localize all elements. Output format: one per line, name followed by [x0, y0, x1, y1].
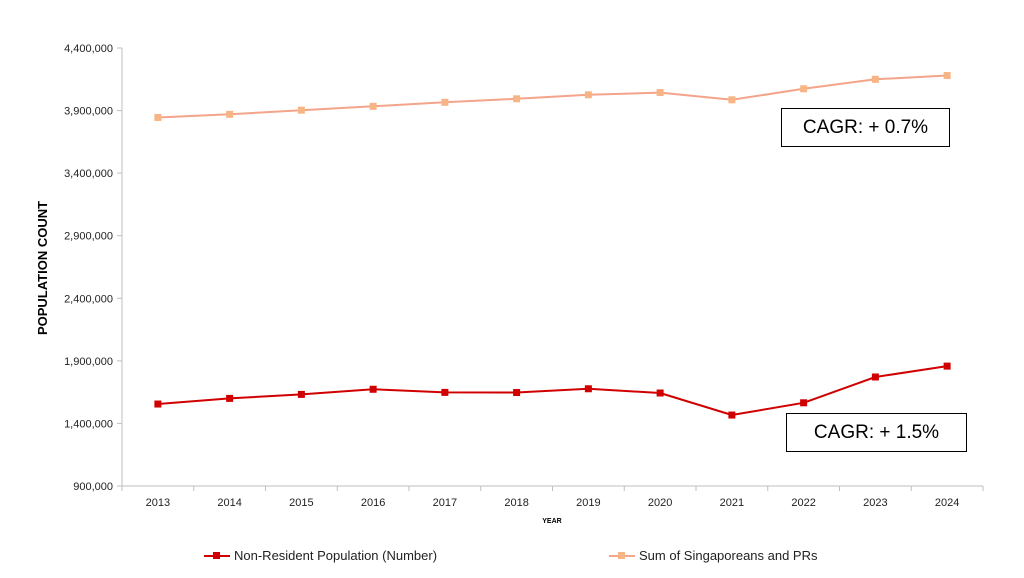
y-tick-label: 3,400,000 [64, 168, 113, 180]
x-tick-label: 2020 [648, 497, 672, 509]
cagr-annotation-lower: CAGR: + 1.5% [786, 413, 967, 452]
y-tick-label: 1,400,000 [64, 418, 113, 430]
x-tick-label: 2023 [863, 497, 887, 509]
data-point-series-0 [513, 389, 521, 397]
legend-swatch-red [204, 550, 230, 562]
x-tick-label: 2024 [935, 497, 959, 509]
legend-swatch-salmon [609, 550, 635, 562]
data-point-series-0 [226, 394, 234, 402]
data-point-series-1 [871, 75, 879, 83]
data-point-series-0 [943, 362, 951, 370]
axes: 900,000 1,400,000 1,900,000 2,400,000 2,900,… [64, 43, 984, 509]
data-point-series-0 [800, 399, 808, 407]
data-point-series-0 [656, 389, 664, 397]
y-tick-label: 2,400,000 [64, 293, 113, 305]
series-line-0 [157, 365, 948, 416]
data-point-series-0 [584, 385, 592, 393]
x-tick-label: 2017 [433, 497, 457, 509]
series-line-1 [157, 74, 948, 119]
data-point-series-1 [584, 91, 592, 99]
data-point-series-0 [441, 388, 449, 396]
data-point-series-1 [441, 98, 449, 106]
legend-item-non-resident: Non-Resident Population (Number) [204, 548, 437, 563]
data-point-series-1 [728, 96, 736, 104]
data-point-series-1 [154, 113, 162, 121]
data-point-series-1 [943, 72, 951, 80]
x-tick-label: 2015 [289, 497, 313, 509]
x-tick-label: 2014 [217, 497, 241, 509]
legend-label-citizens-prs: Sum of Singaporeans and PRs [639, 548, 818, 563]
data-point-series-1 [369, 102, 377, 110]
data-point-series-1 [513, 95, 521, 103]
y-tick-label: 2,900,000 [64, 231, 113, 243]
data-point-series-0 [871, 373, 879, 381]
x-tick-label: 2018 [504, 497, 528, 509]
x-tick-label: 2022 [791, 497, 815, 509]
cagr-annotation-upper: CAGR: + 0.7% [781, 108, 950, 147]
y-tick-label: 4,400,000 [64, 43, 113, 55]
y-tick-label: 3,900,000 [64, 106, 113, 118]
data-point-series-0 [369, 385, 377, 393]
data-point-series-1 [656, 89, 664, 97]
legend-label-non-resident: Non-Resident Population (Number) [234, 548, 438, 563]
data-point-series-1 [800, 85, 808, 93]
data-point-series-1 [297, 106, 305, 114]
data-point-series-0 [297, 390, 305, 398]
x-tick-label: 2016 [361, 497, 385, 509]
data-point-series-0 [728, 411, 736, 419]
y-axis-title: POPULATION COUNT [35, 201, 50, 335]
x-tick-label: 2021 [720, 497, 744, 509]
y-tick-label: 900,000 [73, 481, 113, 493]
series-layer [154, 72, 951, 419]
data-point-series-1 [226, 110, 234, 118]
x-tick-label: 2019 [576, 497, 600, 509]
x-axis-title: YEAR [542, 518, 561, 525]
x-tick-label: 2013 [146, 497, 170, 509]
legend-item-citizens-prs: Sum of Singaporeans and PRs [609, 548, 818, 563]
data-point-series-0 [154, 400, 162, 408]
y-tick-label: 1,900,000 [64, 356, 113, 368]
